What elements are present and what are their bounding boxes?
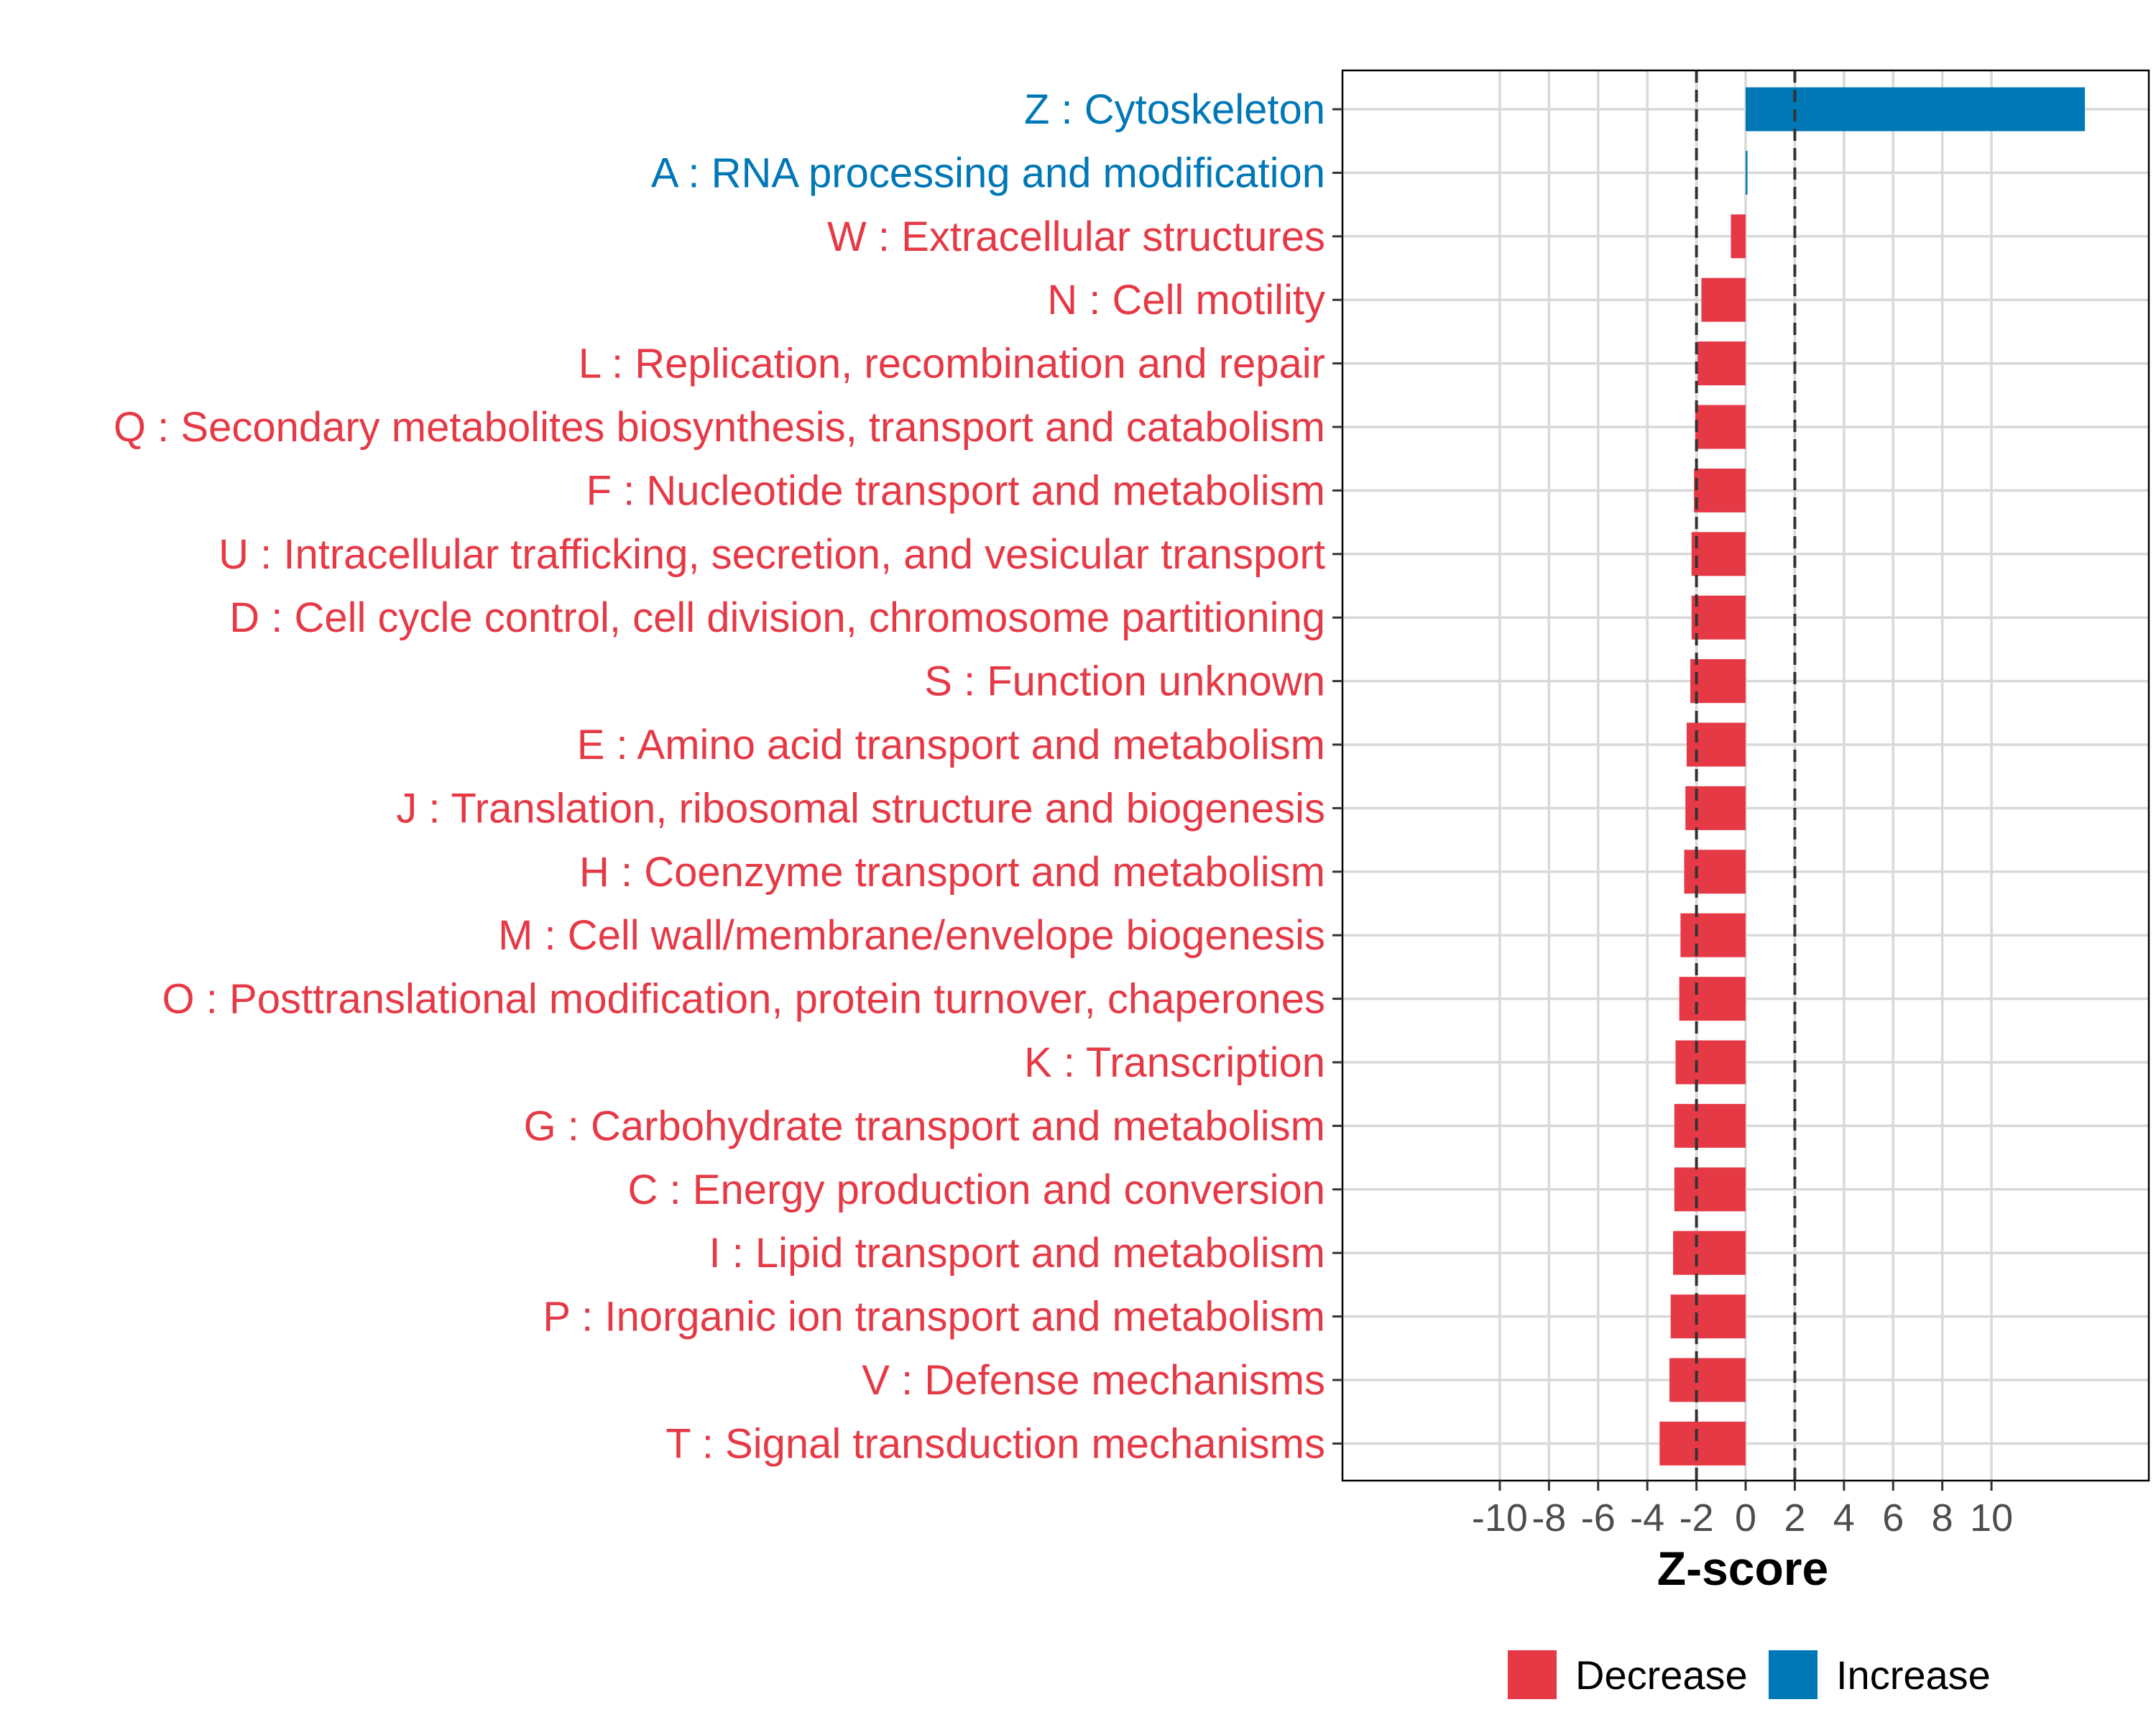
bar-l [1697,341,1746,386]
category-label: G : Carbohydrate transport and metabolis… [524,1103,1325,1149]
x-tick-label: -6 [1581,1496,1616,1540]
category-label: V : Defense mechanisms [862,1357,1325,1404]
category-label: T : Signal transduction mechanisms [665,1420,1325,1467]
category-label: O : Posttranslational modification, prot… [162,976,1325,1023]
bar-j [1685,786,1746,830]
category-label: Q : Secondary metabolites biosynthesis, … [114,404,1325,451]
bar-c [1674,1167,1746,1212]
x-tick-label: -8 [1531,1496,1566,1540]
legend: Decrease Increase [1508,1650,1991,1699]
bar-n [1701,277,1746,322]
x-tick-label: 10 [1970,1496,2013,1540]
bar-g [1674,1103,1746,1148]
bar-m [1680,913,1746,957]
bar-i [1673,1230,1746,1275]
x-tick-label: 6 [1882,1496,1904,1540]
category-label: W : Extracellular structures [827,213,1325,260]
legend-swatch-decrease [1508,1650,1557,1699]
bar-k [1675,1040,1746,1085]
category-label: K : Transcription [1024,1039,1325,1086]
category-label: D : Cell cycle control, cell division, c… [229,594,1325,641]
legend-label-decrease: Decrease [1575,1652,1748,1698]
category-label: L : Replication, recombination and repai… [579,341,1325,387]
x-tick-label: 2 [1784,1496,1805,1540]
y-axis-ticks [1332,108,1342,1445]
bar-f [1694,468,1746,512]
bar-q [1695,405,1746,449]
x-axis-title: Z-score [1657,1542,1828,1595]
category-label: A : RNA processing and modification [651,150,1325,196]
category-label: J : Translation, ribosomal structure and… [396,785,1325,832]
bar-v [1669,1358,1746,1402]
bar-h [1684,850,1746,894]
legend-label-increase: Increase [1836,1652,1991,1698]
category-label: I : Lipid transport and metabolism [709,1230,1325,1276]
bar-w [1731,214,1746,259]
bar-z [1746,87,2086,132]
bars [1659,87,2086,1466]
x-axis-ticks: -10 -8 -6 -4 -2 0 2 4 6 8 10 [1472,1481,2013,1540]
x-tick-label: 8 [1932,1496,1953,1540]
bar-u [1691,532,1746,576]
category-label: M : Cell wall/membrane/envelope biogenes… [498,912,1325,959]
category-labels: Z : Cytoskeleton A : RNA processing and m… [114,86,1325,1467]
category-label: S : Function unknown [924,658,1325,705]
x-tick-label: -10 [1472,1496,1528,1540]
x-tick-label: 4 [1833,1496,1855,1540]
bar-a [1746,150,1748,195]
bar-s [1690,659,1746,704]
bar-d [1691,595,1746,640]
category-label: Z : Cytoskeleton [1024,86,1325,133]
threshold-lines [1695,70,1797,1481]
category-label: E : Amino acid transport and metabolism [577,722,1325,768]
category-label: C : Energy production and conversion [628,1167,1325,1213]
x-tick-label: -2 [1680,1496,1714,1540]
x-tick-label: 0 [1735,1496,1756,1540]
bar-o [1679,977,1746,1021]
category-label: N : Cell motility [1047,277,1325,323]
bar-p [1670,1294,1746,1339]
category-label: P : Inorganic ion transport and metaboli… [543,1294,1325,1340]
category-label: H : Coenzyme transport and metabolism [579,849,1325,896]
category-label: U : Intracellular trafficking, secretion… [218,531,1325,578]
category-label: F : Nucleotide transport and metabolism [586,467,1325,514]
bar-t [1659,1421,1746,1466]
x-tick-label: -4 [1630,1496,1664,1540]
legend-swatch-increase [1769,1650,1818,1699]
